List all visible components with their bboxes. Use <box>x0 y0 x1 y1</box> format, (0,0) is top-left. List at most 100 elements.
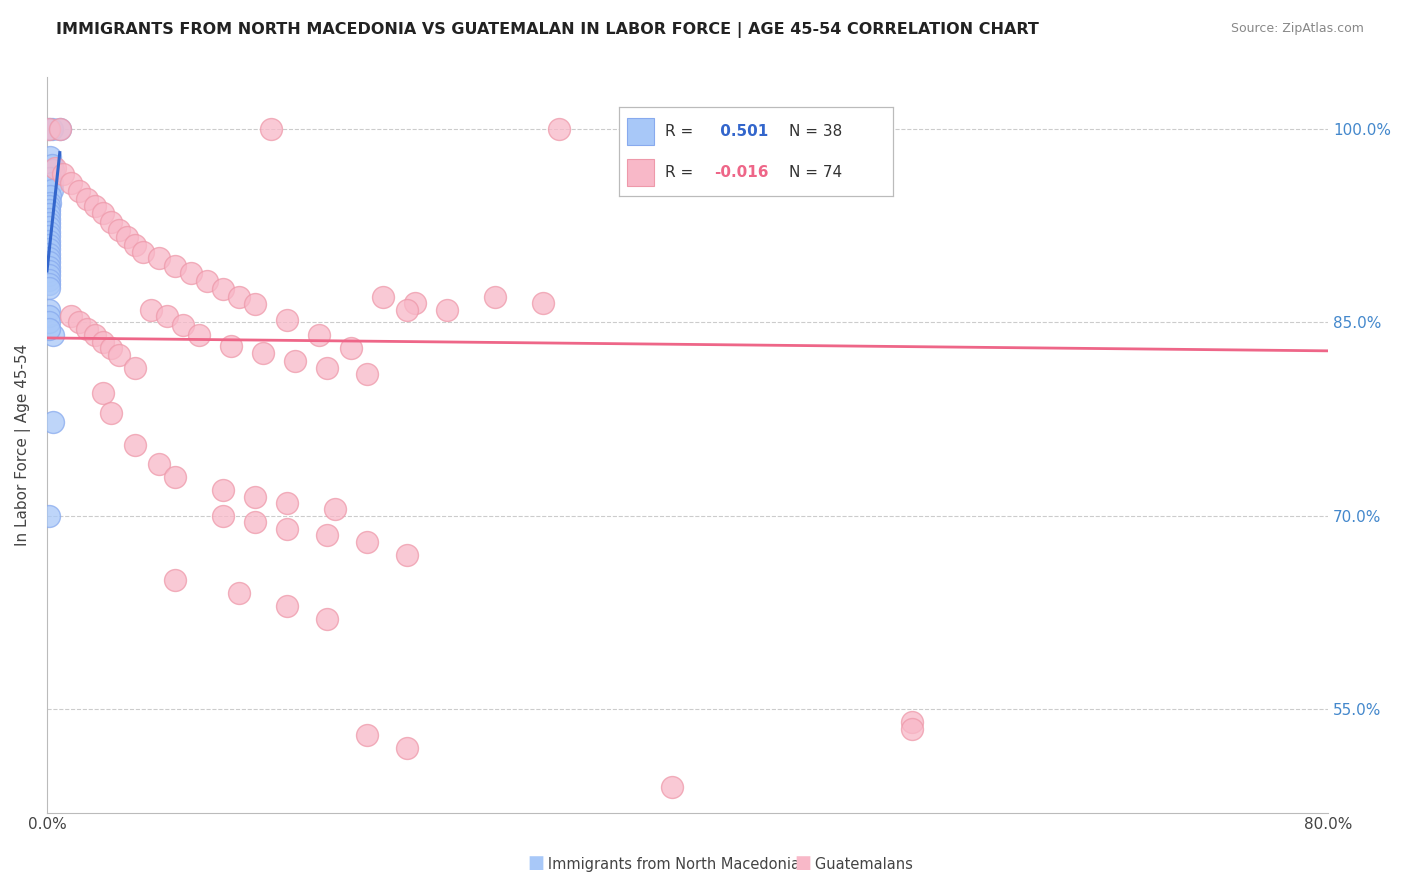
Point <box>59 309 82 323</box>
Point <box>308 328 330 343</box>
Point <box>38 273 60 287</box>
Point <box>165 470 187 484</box>
Point <box>396 548 419 562</box>
Point <box>228 290 250 304</box>
Point <box>396 302 419 317</box>
Point <box>100 406 122 420</box>
Point <box>212 282 235 296</box>
Point <box>38 225 60 239</box>
Text: Source: ZipAtlas.com: Source: ZipAtlas.com <box>1230 22 1364 36</box>
Point <box>165 259 187 273</box>
Point <box>252 346 274 360</box>
Point <box>900 715 922 730</box>
Point <box>243 516 266 530</box>
Point <box>373 290 395 304</box>
Point <box>108 348 131 362</box>
Text: ■: ■ <box>527 855 544 872</box>
Point <box>260 122 283 136</box>
Point <box>38 203 60 218</box>
Text: N = 74: N = 74 <box>789 165 842 179</box>
Point <box>38 238 60 252</box>
Y-axis label: In Labor Force | Age 45-54: In Labor Force | Age 45-54 <box>15 343 31 546</box>
Point <box>84 328 107 343</box>
Point <box>139 302 162 317</box>
Point <box>52 167 75 181</box>
Point <box>49 122 72 136</box>
Point <box>533 296 555 310</box>
Point <box>100 341 122 355</box>
Point <box>316 612 339 626</box>
Point <box>59 176 82 190</box>
Text: 0.501: 0.501 <box>714 124 768 138</box>
Point <box>38 302 60 317</box>
Point <box>38 229 60 244</box>
Point <box>38 199 60 213</box>
Point <box>42 328 65 343</box>
Text: R =: R = <box>665 124 699 138</box>
Point <box>356 534 378 549</box>
Point <box>38 322 60 336</box>
Point <box>91 386 114 401</box>
Point <box>661 780 683 794</box>
Point <box>76 322 98 336</box>
Point <box>180 267 202 281</box>
Point <box>41 122 63 136</box>
Point <box>156 309 179 323</box>
Point <box>91 334 114 349</box>
Point <box>276 522 298 536</box>
Text: R =: R = <box>665 165 699 179</box>
Point <box>124 360 146 375</box>
Point <box>340 341 363 355</box>
Point <box>38 268 60 282</box>
Point <box>284 354 307 368</box>
Point <box>41 183 63 197</box>
Point <box>356 728 378 742</box>
Point <box>38 122 60 136</box>
Point <box>148 251 170 265</box>
Point <box>188 328 211 343</box>
Point <box>124 438 146 452</box>
Point <box>404 296 426 310</box>
Point <box>124 238 146 252</box>
Point <box>219 339 242 353</box>
Point <box>548 122 571 136</box>
Point <box>38 251 60 265</box>
Point <box>38 264 60 278</box>
Point <box>67 184 90 198</box>
Point <box>212 483 235 497</box>
Point <box>39 171 62 186</box>
Point <box>44 161 66 175</box>
Point <box>323 502 346 516</box>
Text: IMMIGRANTS FROM NORTH MACEDONIA VS GUATEMALAN IN LABOR FORCE | AGE 45-54 CORRELA: IMMIGRANTS FROM NORTH MACEDONIA VS GUATE… <box>56 22 1039 38</box>
Point <box>396 741 419 756</box>
Point <box>172 318 194 332</box>
Point <box>38 277 60 291</box>
Point <box>38 212 60 227</box>
Point <box>38 234 60 248</box>
Point <box>165 574 187 588</box>
Point <box>84 199 107 213</box>
Point <box>38 207 60 221</box>
Point <box>115 230 138 244</box>
Point <box>100 215 122 229</box>
Point <box>243 297 266 311</box>
Point <box>67 316 90 330</box>
Point <box>276 313 298 327</box>
Point <box>41 176 63 190</box>
Point <box>38 216 60 230</box>
Point <box>228 586 250 600</box>
Point <box>38 316 60 330</box>
Point <box>38 280 60 294</box>
Text: ■: ■ <box>794 855 811 872</box>
Point <box>108 222 131 236</box>
Point <box>243 490 266 504</box>
Text: N = 38: N = 38 <box>789 124 842 138</box>
Point <box>38 220 60 235</box>
Point <box>41 158 63 172</box>
Point <box>212 508 235 523</box>
Point <box>76 192 98 206</box>
Point <box>804 122 827 136</box>
Point <box>91 206 114 220</box>
Text: Immigrants from North Macedonia: Immigrants from North Macedonia <box>534 857 800 872</box>
Point <box>42 415 65 429</box>
